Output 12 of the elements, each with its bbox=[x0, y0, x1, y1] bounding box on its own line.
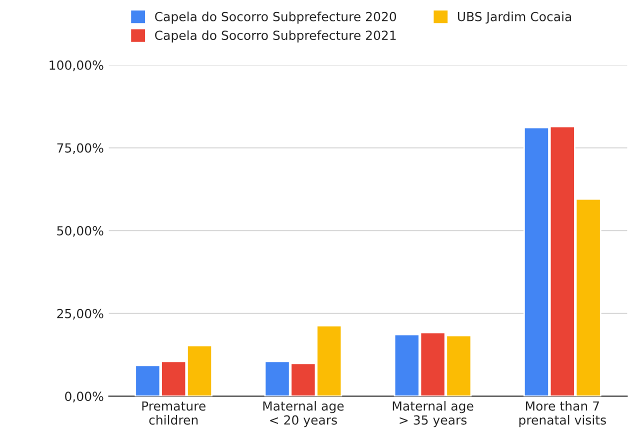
x-tick-label: Maternal age > 35 years bbox=[392, 401, 474, 428]
x-tick-label: More than 7 prenatal visits bbox=[519, 401, 606, 428]
y-tick-label: 75,00% bbox=[57, 143, 104, 154]
y-tick-label: 0,00% bbox=[65, 392, 104, 402]
legend-label: Capela do Socorro Subprefecture 2020 bbox=[155, 12, 396, 24]
legend-label: Capela do Socorro Subprefecture 2021 bbox=[155, 30, 396, 42]
y-tick-label: 25,00% bbox=[57, 308, 104, 320]
x-tick-label: Premature children bbox=[142, 401, 206, 425]
y-tick-label: 100,00% bbox=[50, 60, 104, 72]
y-tick-label: 50,00% bbox=[57, 226, 104, 237]
x-tick-label: Maternal age < 20 years bbox=[263, 401, 344, 428]
legend-label: UBS Jardim Cocaia bbox=[458, 12, 572, 24]
